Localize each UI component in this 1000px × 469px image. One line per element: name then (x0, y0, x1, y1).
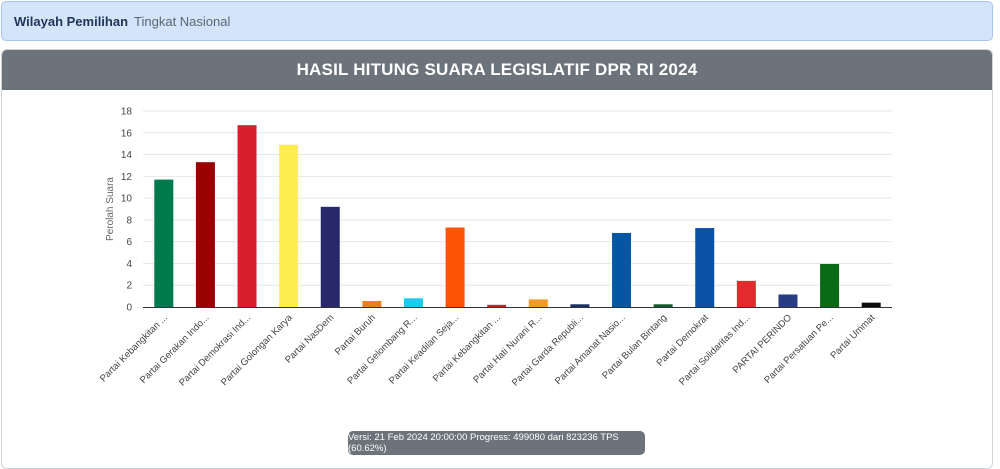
bar[interactable] (528, 299, 548, 307)
x-tick-label: Partai Keadilan Seja... (387, 312, 461, 386)
bar[interactable] (279, 144, 299, 307)
bar[interactable] (487, 304, 507, 307)
bar[interactable] (154, 179, 174, 307)
x-tick-label: Partai Persatuan Pe... (762, 312, 836, 386)
bar[interactable] (403, 298, 423, 307)
x-tick-label: Partai Golongan Karya (219, 312, 295, 388)
x-tick-label: Partai Demokrasi Ind... (177, 312, 253, 388)
region-bar: Wilayah Pemilihan Tingkat Nasional (1, 1, 993, 41)
x-tick-label: Partai Gerakan Indo... (138, 312, 212, 386)
y-axis-ticks: 0 2 4 6 8 10 12 14 16 18 (121, 107, 133, 314)
y-tick-label: 12 (121, 172, 133, 183)
bar[interactable] (861, 302, 881, 307)
bar[interactable] (237, 125, 257, 308)
y-tick-label: 18 (121, 107, 133, 118)
y-axis-label: Perolah Suara (105, 177, 116, 241)
bar[interactable] (820, 263, 840, 307)
x-tick-label: Partai Kebangkitan ... (98, 312, 170, 384)
y-tick-label: 16 (121, 128, 133, 139)
bar[interactable] (612, 232, 632, 307)
y-tick-label: 0 (126, 303, 132, 314)
x-tick-label: Partai Amanat Nasio... (553, 312, 628, 387)
bar[interactable] (195, 162, 215, 307)
panel-title: HASIL HITUNG SUARA LEGISLATIF DPR RI 202… (2, 50, 992, 90)
region-value: Tingkat Nasional (134, 13, 231, 29)
x-tick-label: Partai Garda Republi... (510, 312, 586, 388)
x-axis-labels: Partai Kebangkitan ...Partai Gerakan Ind… (98, 312, 878, 389)
bar[interactable] (362, 301, 382, 307)
chart-bars (154, 125, 881, 308)
y-tick-label: 4 (126, 259, 132, 270)
x-tick-label: Partai Solidaritas Ind... (677, 312, 752, 387)
x-tick-label: Partai Hati Nurani R... (471, 312, 544, 385)
y-tick-label: 8 (126, 215, 132, 226)
bar[interactable] (653, 304, 673, 307)
y-tick-label: 6 (126, 237, 132, 248)
version-badge: Versi: 21 Feb 2024 20:00:00 Progress: 49… (348, 431, 645, 455)
y-tick-label: 10 (121, 194, 133, 205)
bar[interactable] (736, 280, 756, 307)
region-label: Wilayah Pemilihan (14, 13, 129, 29)
x-tick-label: Partai Gelombang R... (345, 312, 419, 386)
y-tick-label: 14 (121, 150, 133, 161)
x-tick-label: Partai Ummat (828, 312, 877, 361)
bar[interactable] (445, 227, 465, 307)
y-tick-label: 2 (126, 281, 132, 292)
chart-grid (143, 110, 892, 286)
x-tick-label: Partai Buruh (333, 312, 378, 357)
bar[interactable] (570, 304, 590, 307)
bar[interactable] (695, 228, 715, 307)
bar[interactable] (778, 294, 798, 307)
chart-panel: HASIL HITUNG SUARA LEGISLATIF DPR RI 202… (1, 49, 993, 469)
bar[interactable] (320, 206, 340, 307)
